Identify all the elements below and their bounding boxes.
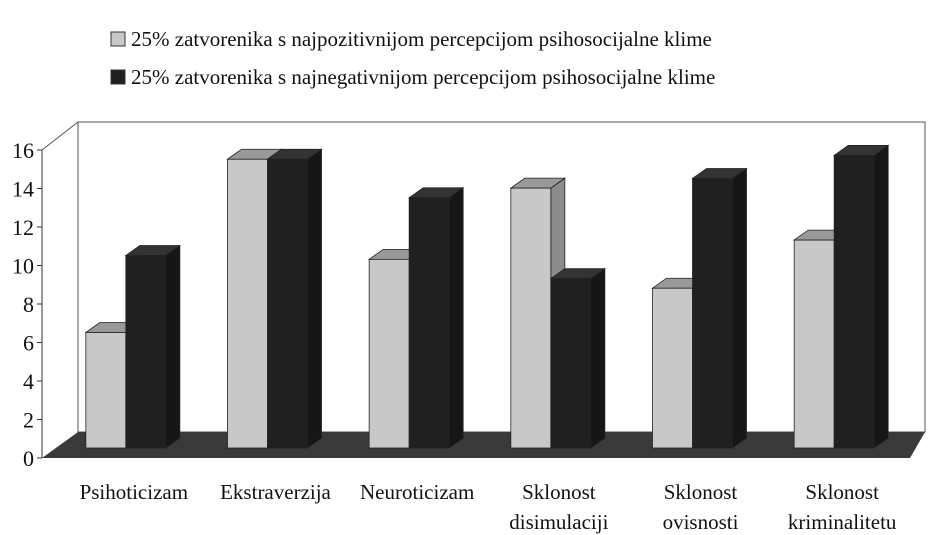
bar <box>267 158 308 449</box>
x-tick-label: kriminalitetu <box>788 510 897 534</box>
x-tick-label: Sklonost <box>522 480 596 504</box>
x-tick-label: Sklonost <box>664 480 738 504</box>
y-tick-label: 6 <box>23 331 34 356</box>
bar <box>368 258 410 449</box>
bar <box>652 287 693 449</box>
bar <box>408 197 450 449</box>
bar <box>833 154 875 449</box>
bar <box>510 187 552 449</box>
bar <box>125 255 167 449</box>
y-tick-label: 12 <box>12 215 34 240</box>
bar <box>85 332 127 449</box>
bar <box>692 178 733 449</box>
x-tick-label: Sklonost <box>805 480 879 504</box>
bar-side <box>448 186 464 449</box>
legend-swatch <box>110 31 126 47</box>
bar-side <box>165 244 181 449</box>
bar-side <box>873 144 889 449</box>
bar-side <box>590 267 606 449</box>
bar-side <box>307 148 322 449</box>
legend-label: 25% zatvorenika s najnegativnijom percep… <box>131 65 715 89</box>
y-tick-label: 4 <box>23 369 34 394</box>
legend-swatch <box>110 69 126 85</box>
bar <box>550 278 592 449</box>
y-tick-label: 14 <box>12 177 34 202</box>
y-tick-label: 10 <box>12 254 34 279</box>
axis-edge <box>41 121 79 151</box>
legend-label: 25% zatvorenika s najpozitivnijom percep… <box>131 27 712 51</box>
x-tick-label: Neuroticizam <box>360 480 474 504</box>
y-tick-label: 2 <box>23 408 34 433</box>
bar <box>227 158 268 449</box>
x-tick-label: ovisnosti <box>663 510 739 534</box>
y-tick-label: 8 <box>23 292 34 317</box>
x-tick-label: Ekstraverzija <box>220 480 331 504</box>
bar-side <box>732 167 747 449</box>
x-tick-label: disimulaciji <box>509 510 608 534</box>
x-tick-label: Psihoticizam <box>80 480 189 504</box>
y-tick-label: 0 <box>23 446 34 471</box>
bar <box>793 239 835 449</box>
y-tick-label: 16 <box>12 138 34 163</box>
